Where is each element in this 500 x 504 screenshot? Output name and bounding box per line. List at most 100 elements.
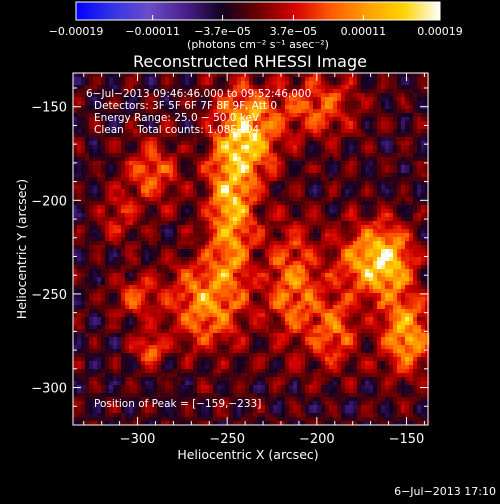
- heatmap-cell: [93, 241, 97, 245]
- heatmap-cell: [393, 93, 397, 97]
- chart-title: Reconstructed RHESSI Image: [133, 52, 367, 71]
- heatmap-cell: [409, 177, 413, 181]
- heatmap-cell: [393, 245, 397, 249]
- heatmap-cell: [417, 97, 421, 101]
- heatmap-cell: [161, 241, 165, 245]
- heatmap-cell: [337, 97, 341, 101]
- heatmap-cell: [193, 281, 197, 285]
- heatmap-cell: [381, 293, 385, 297]
- heatmap-cell: [73, 145, 77, 149]
- heatmap-cell: [117, 225, 121, 229]
- heatmap-cell: [337, 217, 341, 221]
- heatmap-cell: [281, 233, 285, 237]
- heatmap-cell: [101, 149, 105, 153]
- heatmap-cell: [269, 213, 273, 217]
- heatmap-cell: [105, 205, 109, 209]
- heatmap-cell: [245, 229, 249, 233]
- heatmap-cell: [325, 213, 329, 217]
- heatmap-cell: [137, 273, 141, 277]
- heatmap-cell: [277, 109, 281, 113]
- heatmap-cell: [249, 249, 253, 253]
- heatmap-cell: [225, 277, 229, 281]
- heatmap-cell: [121, 225, 125, 229]
- heatmap-cell: [257, 149, 261, 153]
- heatmap-cell: [321, 237, 325, 241]
- heatmap-cell: [357, 245, 361, 249]
- heatmap-cell: [417, 89, 421, 93]
- heatmap-cell: [321, 249, 325, 253]
- heatmap-cell: [89, 149, 93, 153]
- heatmap-cell: [397, 281, 401, 285]
- heatmap-cell: [417, 237, 421, 241]
- heatmap-cell: [161, 281, 165, 285]
- heatmap-cell: [417, 117, 421, 121]
- heatmap-cell: [249, 177, 253, 181]
- heatmap-cell: [321, 209, 325, 213]
- heatmap-cell: [409, 205, 413, 209]
- heatmap-cell: [245, 153, 249, 157]
- heatmap-cell: [253, 81, 257, 85]
- heatmap-cell: [301, 289, 305, 293]
- heatmap-cell: [165, 277, 169, 281]
- heatmap-cell: [261, 237, 265, 241]
- heatmap-cell: [421, 269, 425, 273]
- heatmap-cell: [113, 225, 117, 229]
- heatmap-cell: [249, 257, 253, 261]
- heatmap-cell: [217, 193, 221, 197]
- heatmap-cell: [225, 233, 229, 237]
- heatmap-cell: [401, 277, 405, 281]
- heatmap-cell: [217, 73, 221, 77]
- heatmap-cell: [169, 181, 173, 185]
- heatmap-cell: [197, 161, 201, 165]
- heatmap-cell: [261, 233, 265, 237]
- heatmap-cell: [313, 237, 317, 241]
- heatmap-cell: [157, 293, 161, 297]
- heatmap-cell: [409, 245, 413, 249]
- heatmap-cell: [165, 213, 169, 217]
- heatmap-cell: [125, 289, 129, 293]
- heatmap-cell: [157, 269, 161, 273]
- heatmap-cell: [393, 137, 397, 141]
- heatmap-cell: [381, 257, 385, 261]
- heatmap-cell: [189, 141, 193, 145]
- heatmap-cell: [337, 225, 341, 229]
- heatmap-cell: [205, 241, 209, 245]
- heatmap-cell: [205, 81, 209, 85]
- heatmap-cell: [117, 81, 121, 85]
- heatmap-cell: [405, 273, 409, 277]
- heatmap-cell: [197, 229, 201, 233]
- heatmap-cell: [297, 185, 301, 189]
- heatmap-cell: [277, 225, 281, 229]
- heatmap-cell: [73, 269, 77, 273]
- heatmap-cell: [97, 277, 101, 281]
- heatmap-cell: [241, 201, 245, 205]
- heatmap-cell: [205, 265, 209, 269]
- heatmap-cell: [157, 197, 161, 201]
- heatmap-cell: [173, 269, 177, 273]
- heatmap-cell: [389, 77, 393, 81]
- heatmap-cell: [393, 209, 397, 213]
- heatmap-cell: [425, 145, 429, 149]
- heatmap-cell: [389, 97, 393, 101]
- heatmap-cell: [345, 265, 349, 269]
- heatmap-cell: [425, 193, 429, 197]
- heatmap-cell: [401, 121, 405, 125]
- heatmap-cell: [233, 241, 237, 245]
- heatmap-cell: [413, 165, 417, 169]
- heatmap-cell: [273, 173, 277, 177]
- heatmap-cell: [221, 253, 225, 257]
- heatmap-cell: [393, 293, 397, 297]
- heatmap-cell: [397, 125, 401, 129]
- heatmap-cell: [137, 245, 141, 249]
- heatmap-cell: [417, 229, 421, 233]
- heatmap-cell: [249, 157, 253, 161]
- heatmap-cell: [341, 201, 345, 205]
- heatmap-cell: [117, 149, 121, 153]
- heatmap-cell: [397, 185, 401, 189]
- heatmap-cell: [93, 137, 97, 141]
- heatmap-cell: [133, 217, 137, 221]
- heatmap-cell: [329, 93, 333, 97]
- heatmap-cell: [97, 145, 101, 149]
- heatmap-cell: [141, 213, 145, 217]
- heatmap-cell: [293, 141, 297, 145]
